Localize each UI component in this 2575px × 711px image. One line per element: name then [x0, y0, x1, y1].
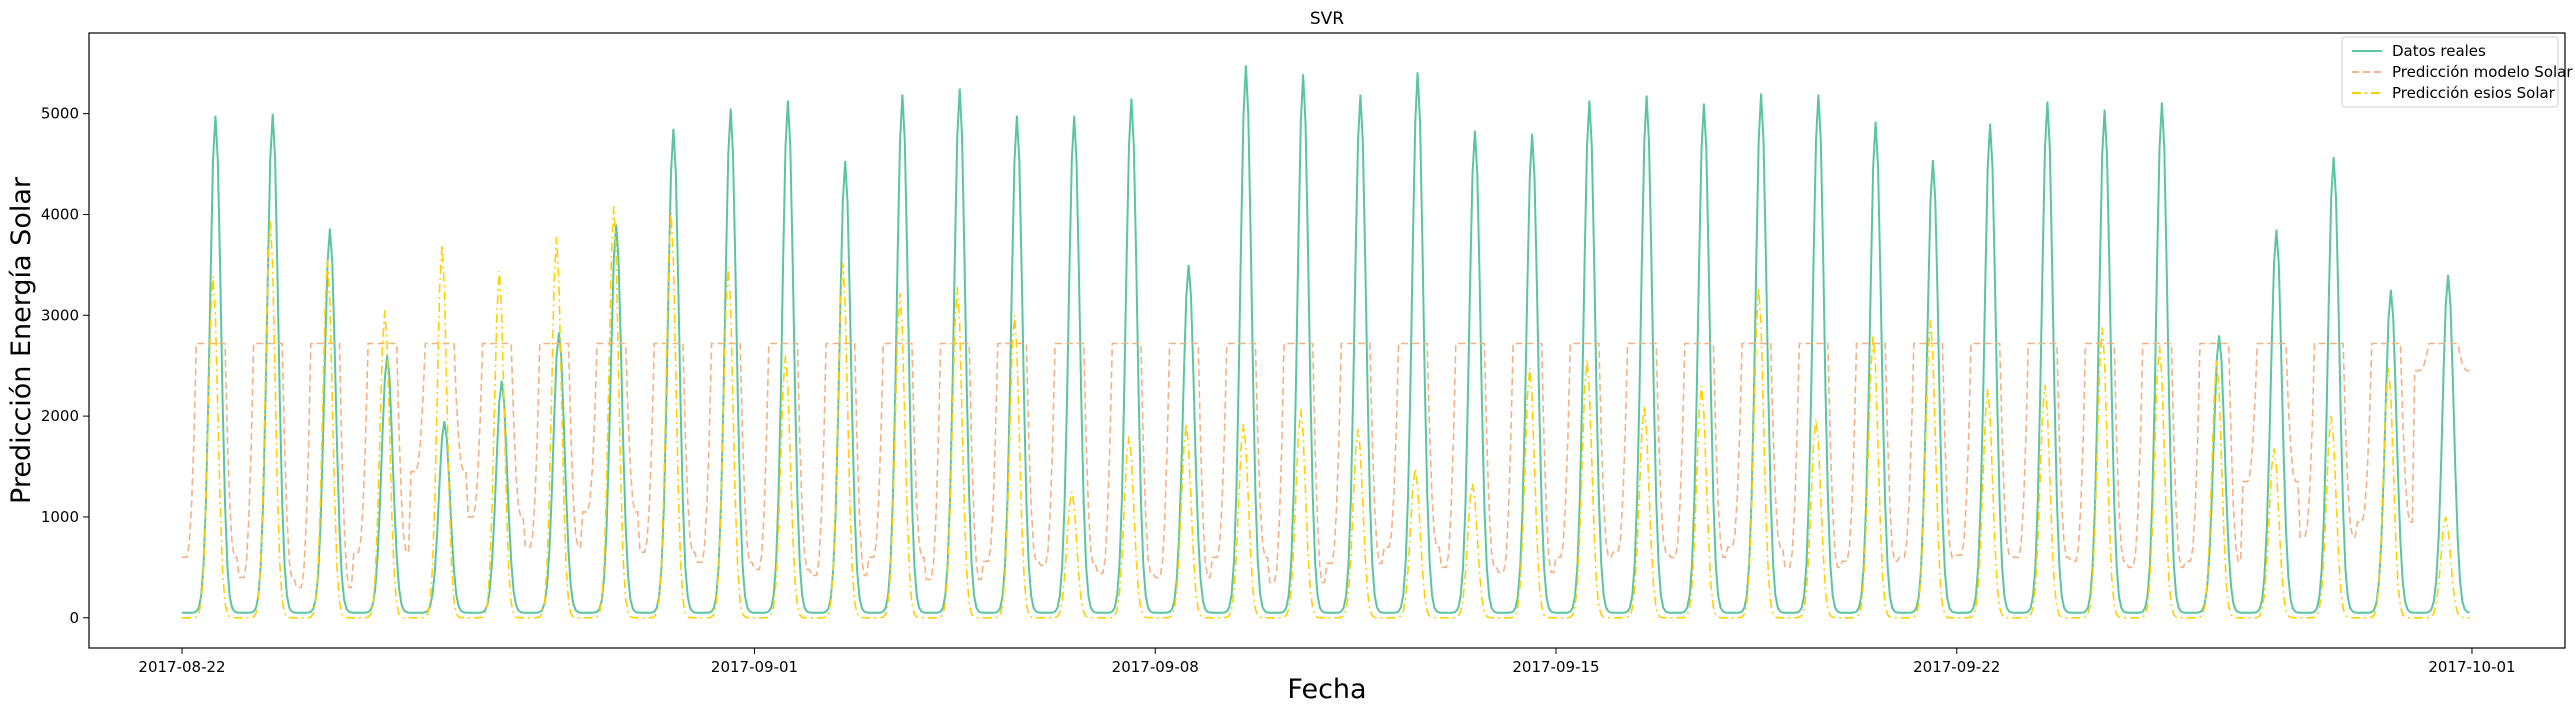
y-tick-label: 5000 [41, 105, 79, 123]
x-axis: 2017-08-22 2017-09-01 2017-09-08 2017-09-15… [138, 648, 2516, 676]
series-line-1 [182, 65, 2470, 614]
legend: Datos reales Predicción modelo Solar Predi… [2341, 36, 2573, 108]
y-tick-label: 3000 [41, 306, 79, 324]
x-tick-label: 2017-09-22 [1913, 658, 2000, 676]
chart-title: SVR [1310, 9, 1344, 29]
series-line-2 [182, 342, 2470, 589]
legend-label: Predicción modelo Solar [2392, 63, 2573, 81]
y-axis: 0 1000 2000 3000 4000 5000 [41, 105, 89, 627]
legend-box [2341, 36, 2559, 108]
y-axis-label: Predicción Energía Solar [6, 176, 37, 504]
legend-label: Predicción esios Solar [2392, 84, 2556, 102]
x-tick-label: 2017-08-22 [138, 658, 225, 676]
y-tick-label: 0 [69, 609, 79, 627]
legend-label: Datos reales [2392, 42, 2486, 60]
x-tick-label: 2017-09-08 [1112, 658, 1199, 676]
y-tick-label: 1000 [41, 508, 79, 526]
y-tick-label: 2000 [41, 407, 79, 425]
x-tick-label: 2017-09-01 [711, 658, 798, 676]
x-tick-label: 2017-09-15 [1512, 658, 1599, 676]
x-axis-label: Fecha [1287, 674, 1366, 705]
x-tick-label: 2017-10-01 [2428, 658, 2515, 676]
plot-frame [88, 32, 2566, 649]
plot-area [88, 32, 2566, 649]
y-tick-label: 4000 [41, 205, 79, 223]
series-line-3 [182, 206, 2470, 619]
